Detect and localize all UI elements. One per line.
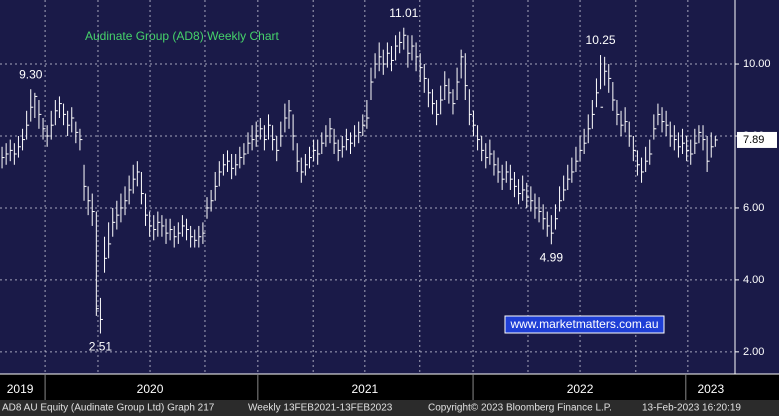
y-tick-label: 4.00 <box>743 274 764 286</box>
annotation: 4.99 <box>540 250 564 264</box>
link-text[interactable]: www.marketmatters.com.au <box>509 317 658 331</box>
last-price-box <box>737 131 777 148</box>
annotation: 2.51 <box>89 340 113 354</box>
x-axis-band <box>0 374 779 400</box>
last-price-label: 7.89 <box>743 134 764 146</box>
x-tick-label: 2022 <box>567 382 594 396</box>
annotation: 10.25 <box>586 33 616 47</box>
x-tick-label: 2019 <box>7 382 34 396</box>
footer-text: Weekly 13FEB2021-13FEB2023 <box>248 403 393 414</box>
link-box[interactable] <box>504 315 665 334</box>
footer-text: Copyright© 2023 Bloomberg Finance L.P. <box>428 403 612 414</box>
footer-band <box>0 400 779 416</box>
footer-text: AD8 AU Equity (Audinate Group Ltd) Graph… <box>2 403 215 414</box>
x-tick-label: 2023 <box>697 382 724 396</box>
chart-title: Audinate Group (AD8) Weekly Chart <box>85 29 280 43</box>
y-tick-label: 2.00 <box>743 346 764 358</box>
y-tick-label: 10.00 <box>743 58 771 70</box>
annotation: 11.01 <box>389 6 418 20</box>
x-tick-label: 2020 <box>137 382 164 396</box>
x-tick-label: 2021 <box>351 382 378 396</box>
plot-background <box>0 0 779 374</box>
annotation: 9.30 <box>19 67 43 81</box>
footer-text: 13-Feb-2023 16:20:19 <box>642 403 741 414</box>
y-tick-label: 6.00 <box>743 202 764 214</box>
